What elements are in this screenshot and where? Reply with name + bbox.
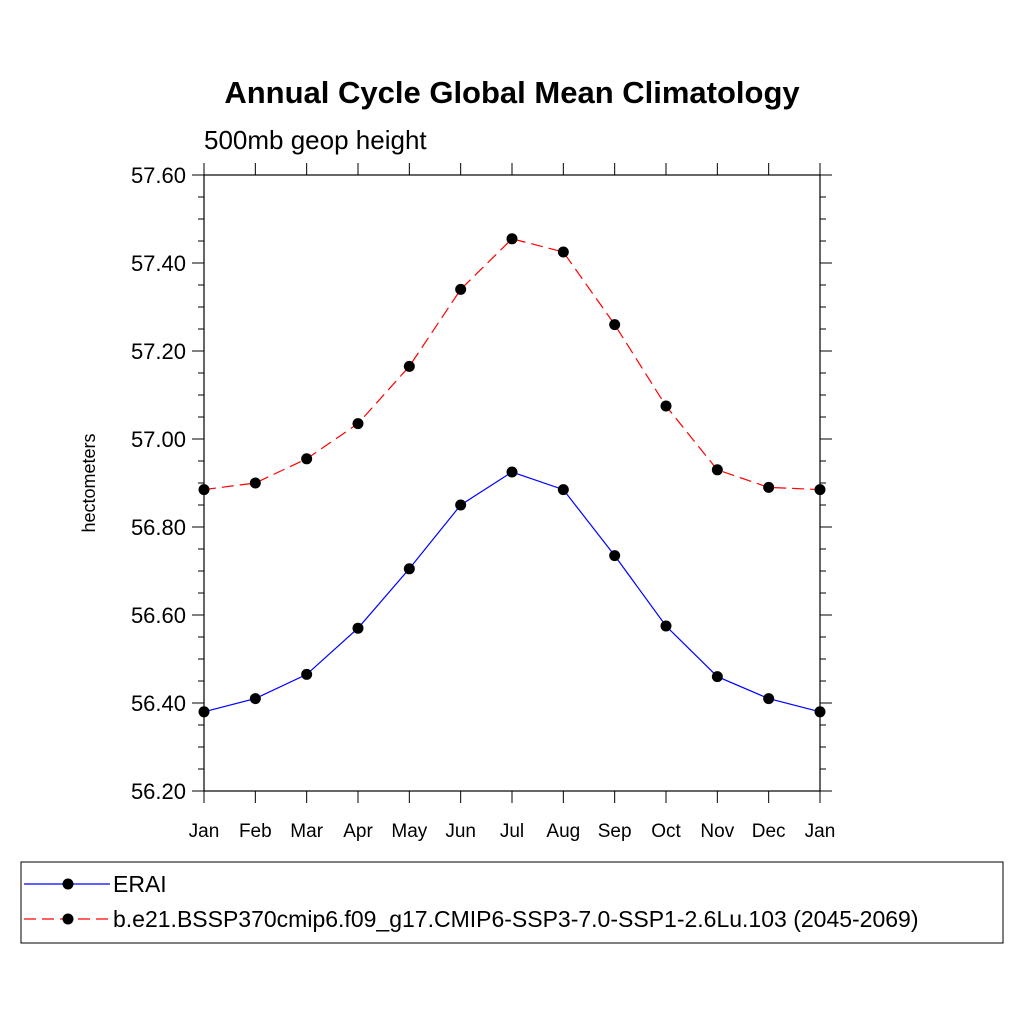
chart-title: Annual Cycle Global Mean Climatology [224, 75, 800, 110]
plot-frame [203, 174, 821, 792]
series-2-point [403, 360, 415, 372]
x-tick-label: Jun [445, 821, 476, 842]
series-1-point [403, 563, 415, 575]
series-2-point [301, 453, 313, 465]
series-2-point [609, 319, 621, 331]
series-2-point [763, 481, 775, 493]
legend-label-2: b.e21.BSSP370cmip6.f09_g17.CMIP6-SSP3-7.… [113, 906, 919, 932]
series-1-point [557, 484, 569, 496]
legend-box [20, 861, 1004, 944]
y-tick-label: 56.40 [131, 691, 186, 716]
x-tick-label: Jan [805, 821, 836, 842]
y-tick-label: 57.00 [131, 427, 186, 452]
x-tick-label: Apr [343, 821, 373, 842]
series-2-point [198, 484, 210, 496]
series-1-point [198, 706, 210, 718]
x-tick-label: Mar [290, 821, 323, 842]
y-tick-label: 57.40 [131, 251, 186, 276]
series-1-point [352, 622, 364, 634]
x-tick-label: Feb [239, 821, 272, 842]
series-1-point [506, 466, 518, 478]
x-tick-label: Nov [700, 821, 734, 842]
y-tick-labels: 56.20 56.40 56.60 56.80 57.00 57.20 57.40 57.60 [131, 163, 186, 804]
legend-label-1: ERAI [113, 871, 167, 897]
x-tick-label: May [391, 821, 427, 842]
series-1-point [609, 550, 621, 562]
y-tick-label: 56.20 [131, 779, 186, 804]
x-tick-label: Sep [598, 821, 632, 842]
series-2-point [455, 283, 467, 295]
x-tick-label: Oct [651, 821, 681, 842]
x-tick-label: Jan [189, 821, 220, 842]
y-tick-label: 57.20 [131, 339, 186, 364]
series-1-point [455, 499, 467, 511]
y-tick-label: 57.60 [131, 163, 186, 188]
series-2-point [506, 233, 518, 245]
chart-subtitle: 500mb geop height [204, 125, 427, 155]
series-2-point [557, 246, 569, 258]
series-1-point [763, 693, 775, 705]
y-axis-label: hectometers [79, 433, 99, 532]
series-1-point [814, 706, 826, 718]
series-1-point [301, 668, 313, 680]
series-2-point [711, 464, 723, 476]
series-2-point [660, 400, 672, 412]
x-tick-label: Aug [546, 821, 580, 842]
legend-marker-1 [62, 878, 74, 890]
series-1-point [660, 620, 672, 632]
x-tick-label: Jul [500, 821, 524, 842]
series-points [198, 233, 826, 718]
series-line-1 [203, 471, 821, 713]
legend-marker-2 [62, 913, 74, 925]
legend: ERAI b.e21.BSSP370cmip6.f09_g17.CMIP6-SSP… [24, 871, 919, 932]
x-tick-labels: Jan Feb Mar Apr May Jun Jul Aug Sep Oct Nov Dec Jan [189, 821, 836, 842]
series-line-2 [203, 238, 821, 491]
y-tick-label: 56.60 [131, 603, 186, 628]
series-2-point [249, 477, 261, 489]
series-2-point [352, 418, 364, 430]
x-tick-label: Dec [752, 821, 786, 842]
series-1-point [249, 693, 261, 705]
y-tick-label: 56.80 [131, 515, 186, 540]
series-2-point [814, 484, 826, 496]
axis-ticks [192, 163, 832, 803]
series-1-point [711, 671, 723, 683]
